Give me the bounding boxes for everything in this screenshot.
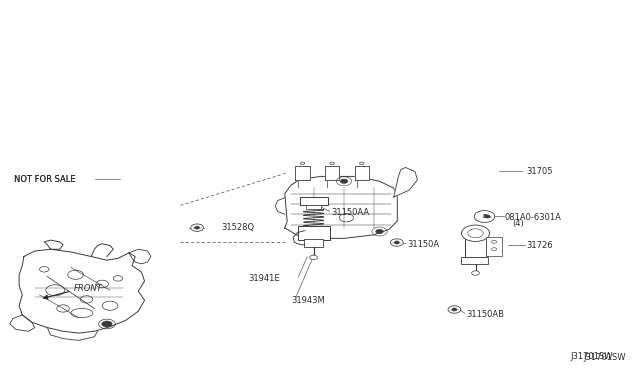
Text: (4): (4) [512, 219, 524, 228]
Circle shape [472, 271, 479, 275]
Circle shape [448, 306, 461, 313]
Bar [298, 226, 330, 240]
Polygon shape [19, 249, 145, 333]
Circle shape [390, 239, 403, 246]
Polygon shape [10, 315, 35, 331]
Bar [300, 197, 328, 205]
Text: J31701SW: J31701SW [584, 353, 626, 362]
Circle shape [481, 213, 494, 220]
Polygon shape [325, 166, 339, 180]
Text: J31701SW: J31701SW [571, 352, 613, 361]
Circle shape [340, 179, 348, 183]
Text: 31705: 31705 [527, 167, 553, 176]
Text: NOT FOR SALE: NOT FOR SALE [14, 175, 76, 184]
Circle shape [300, 162, 305, 164]
Text: 31941E: 31941E [248, 274, 280, 283]
Circle shape [394, 241, 399, 244]
Circle shape [195, 226, 200, 229]
Circle shape [485, 215, 490, 218]
Bar [304, 239, 323, 247]
Circle shape [305, 229, 312, 234]
Circle shape [376, 229, 383, 234]
Text: 31726: 31726 [527, 241, 554, 250]
Circle shape [474, 211, 495, 222]
Text: 081A0-6301A: 081A0-6301A [505, 213, 562, 222]
Text: FRONT: FRONT [74, 284, 102, 293]
Circle shape [310, 255, 317, 260]
Polygon shape [355, 166, 369, 180]
Text: 31150AA: 31150AA [332, 208, 370, 217]
Polygon shape [92, 244, 113, 257]
Text: B: B [482, 214, 487, 219]
Circle shape [452, 308, 457, 311]
Polygon shape [394, 167, 417, 197]
Circle shape [102, 321, 112, 327]
Circle shape [461, 225, 490, 241]
Bar [465, 235, 486, 257]
Text: 31150A: 31150A [407, 240, 439, 249]
Polygon shape [285, 176, 397, 238]
Circle shape [191, 224, 204, 231]
Polygon shape [44, 240, 63, 249]
Text: 31943M: 31943M [291, 296, 325, 305]
Text: 31528Q: 31528Q [221, 223, 254, 232]
Text: NOT FOR SALE: NOT FOR SALE [14, 175, 76, 184]
Text: 31150AB: 31150AB [466, 310, 504, 319]
Bar [461, 257, 488, 264]
Bar [306, 205, 321, 209]
Circle shape [360, 162, 364, 164]
Polygon shape [296, 166, 310, 180]
Circle shape [330, 162, 334, 164]
Bar [486, 237, 502, 256]
Polygon shape [129, 249, 151, 264]
